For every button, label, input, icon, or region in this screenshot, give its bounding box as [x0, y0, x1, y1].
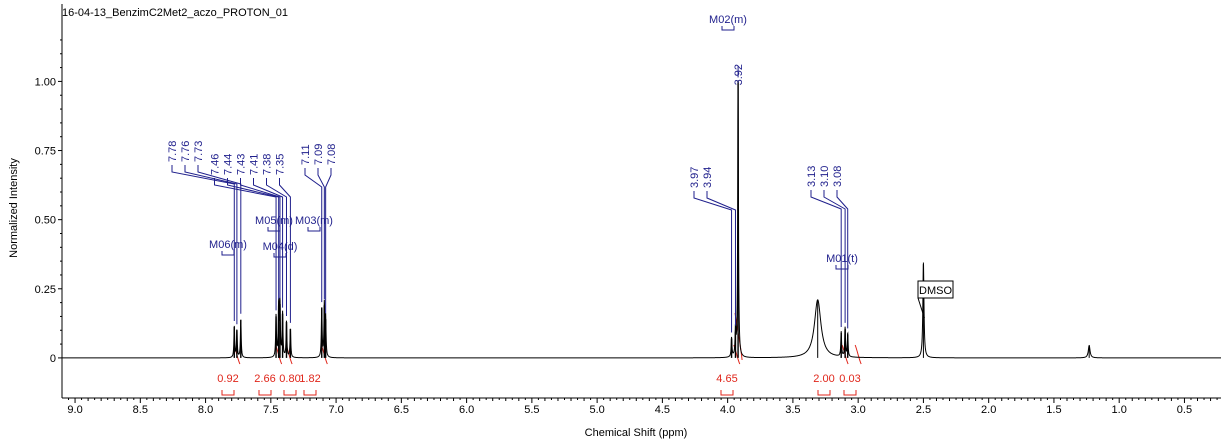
peak-leader-line — [253, 178, 284, 308]
x-tick-label: 7.5 — [263, 404, 278, 416]
x-tick-label: 3.0 — [851, 404, 866, 416]
integral-bracket — [720, 390, 734, 396]
peak-shift-label: 3.13 — [806, 166, 818, 187]
peak-leader-line — [184, 165, 238, 325]
integral-value: 0.92 — [217, 373, 238, 385]
peak-shift-label: 7.09 — [313, 144, 325, 165]
peak-shift-label: 3.10 — [819, 166, 831, 187]
peak-shift-label: 7.44 — [223, 154, 235, 175]
y-tick-label: 0.25 — [35, 284, 56, 296]
peak-leader-line — [823, 190, 846, 323]
x-tick-label: 2.0 — [981, 404, 996, 416]
peak-shift-label: 7.76 — [180, 141, 192, 162]
multiplet-label: M06(m) — [209, 239, 247, 251]
integral-bracket — [843, 390, 857, 396]
x-tick-label: 4.5 — [655, 404, 670, 416]
integral-bracket — [283, 390, 297, 396]
solvent-label: DMSO — [919, 285, 952, 297]
peak-shift-label: 7.73 — [193, 141, 205, 162]
peak-shift-label: 3.94 — [702, 167, 714, 188]
x-tick-label: 3.5 — [785, 404, 800, 416]
peak-leader-line — [810, 190, 842, 328]
multiplet-label: M05(m) — [255, 215, 293, 227]
x-tick-label: 8.5 — [133, 404, 148, 416]
peak-shift-label: 3.92 — [733, 64, 745, 85]
peak-leader-line — [227, 178, 280, 300]
y-axis-label: Normalized Intensity — [8, 158, 20, 258]
peak-shift-label: 3.08 — [832, 166, 844, 187]
y-tick-label: 1.00 — [35, 76, 56, 88]
x-tick-label: 6.0 — [459, 404, 474, 416]
integral-curve — [854, 344, 862, 365]
integral-value: 4.65 — [716, 373, 737, 385]
integral-bracket — [817, 390, 831, 396]
peak-shift-label: 7.43 — [236, 154, 248, 175]
integral-value: 0.80 — [279, 373, 300, 385]
multiplet-bracket — [721, 26, 735, 31]
peak-shift-label: 7.38 — [262, 154, 274, 175]
x-tick-label: 9.0 — [67, 404, 82, 416]
multiplet-bracket — [267, 227, 281, 232]
peak-leader-line — [197, 165, 242, 314]
multiplet-bracket — [221, 251, 235, 256]
multiplet-bracket — [307, 227, 321, 232]
x-tick-label: 1.5 — [1046, 404, 1061, 416]
x-tick-label: 4.0 — [720, 404, 735, 416]
peak-leader-line — [325, 168, 332, 314]
peak-label-layer: 7.78 7.76 7.73 7.46 7.44 7.43 7.41 7.38 7.35 7.11… — [167, 14, 954, 333]
peak-leader-line — [279, 178, 291, 323]
y-tick-label: 0.75 — [35, 146, 56, 158]
x-tick-label: 2.5 — [916, 404, 931, 416]
peak-shift-label: 7.78 — [167, 141, 179, 162]
multiplet-label: M01(t) — [826, 253, 858, 265]
peak-shift-label: 7.11 — [300, 144, 312, 165]
x-tick-label: 5.5 — [524, 404, 539, 416]
solvent-leader-line — [917, 297, 925, 319]
axes: 0 0.25 0.50 0.75 1.00 9.0 8.5 8.0 7.5 7.0 6.5 6.0 5.… — [35, 4, 1221, 416]
spectrum-layer — [62, 80, 1221, 359]
integral-bracket — [258, 390, 272, 396]
integral-value: 2.00 — [813, 373, 834, 385]
multiplet-label: M02(m) — [709, 14, 747, 26]
multiplet-bracket — [835, 265, 849, 270]
x-tick-label: 7.0 — [328, 404, 343, 416]
peak-leader-line — [304, 168, 323, 303]
peak-leader-line — [214, 178, 277, 311]
multiplet-label: M04(d) — [263, 241, 298, 253]
multiplet-bracket — [273, 253, 287, 258]
peak-shift-label: 7.35 — [275, 154, 287, 175]
x-tick-label: 0.5 — [1177, 404, 1192, 416]
x-tick-label: 6.5 — [394, 404, 409, 416]
peak-leader-line — [693, 191, 733, 333]
integral-layer: 0.92 2.66 0.801.82 4.65 2.00 0.03 — [217, 312, 862, 396]
peak-leader-line — [317, 168, 325, 300]
integral-value: 0.03 — [839, 373, 860, 385]
peak-shift-label: 7.41 — [249, 154, 261, 175]
multiplet-label: M03(m) — [295, 215, 333, 227]
peak-leader-line — [706, 191, 736, 326]
peak-shift-label: 3.97 — [689, 167, 701, 188]
chart-title: 16-04-13_BenzimC2Met2_aczo_PROTON_01 — [62, 7, 288, 19]
solvent-label-box — [917, 280, 954, 299]
peak-leader-line — [240, 178, 281, 298]
x-axis-label: Chemical Shift (ppm) — [585, 427, 688, 439]
peak-shift-label: 7.08 — [326, 144, 338, 165]
integral-bracket — [221, 390, 235, 396]
y-tick-label: 0 — [50, 353, 56, 365]
spectrum-line — [62, 80, 1221, 359]
integral-value: 1.82 — [299, 373, 320, 385]
integral-bracket — [303, 390, 317, 396]
peak-shift-label: 7.46 — [210, 154, 222, 175]
x-tick-label: 5.0 — [589, 404, 604, 416]
x-tick-label: 8.0 — [198, 404, 213, 416]
y-tick-label: 0.50 — [35, 215, 56, 227]
x-tick-label: 1.0 — [1112, 404, 1127, 416]
integral-value: 2.66 — [254, 373, 275, 385]
